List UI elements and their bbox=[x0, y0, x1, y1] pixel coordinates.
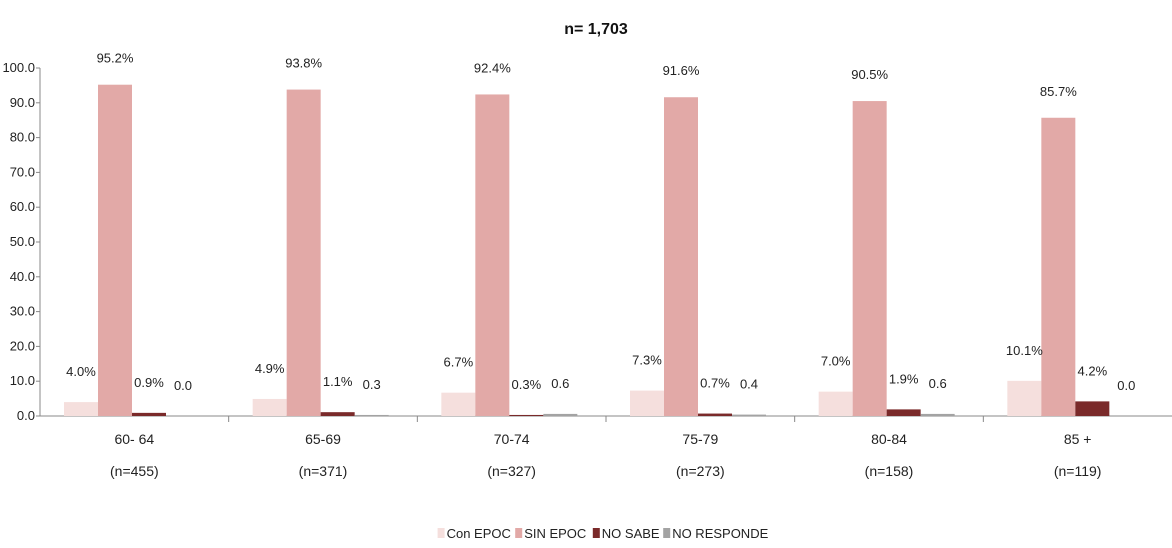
y-tick-label: 90.0 bbox=[10, 95, 35, 110]
legend-label: NO RESPONDE bbox=[672, 526, 768, 541]
bar-con-epoc bbox=[252, 398, 287, 416]
data-label: 91.6% bbox=[663, 63, 700, 78]
chart-title: n= 1,703 bbox=[564, 21, 628, 38]
x-tick-label-n: (n=371) bbox=[299, 463, 348, 479]
y-tick-label: 30.0 bbox=[10, 304, 35, 319]
legend-label: Con EPOC bbox=[447, 526, 511, 541]
bar-no-sabe bbox=[1075, 401, 1110, 416]
y-tick-label: 40.0 bbox=[10, 269, 35, 284]
data-label: 7.3% bbox=[632, 353, 662, 368]
data-label: 1.1% bbox=[323, 374, 353, 389]
data-label: 90.5% bbox=[851, 67, 888, 82]
y-tick-label: 60.0 bbox=[10, 199, 35, 214]
x-tick-label: 80-84 bbox=[871, 431, 907, 447]
x-tick-label-n: (n=455) bbox=[110, 463, 159, 479]
data-label: 92.4% bbox=[474, 60, 511, 75]
data-label: 85.7% bbox=[1040, 84, 1077, 99]
data-label: 0.0 bbox=[174, 378, 192, 393]
bar-no-sabe bbox=[320, 412, 355, 416]
bar-sin-epoc bbox=[852, 101, 887, 416]
data-label: 0.0 bbox=[1117, 378, 1135, 393]
data-label: 95.2% bbox=[97, 51, 134, 66]
legend-swatch bbox=[515, 528, 523, 538]
data-label: 0.7% bbox=[700, 376, 730, 391]
x-tick-label: 70-74 bbox=[494, 431, 530, 447]
x-tick-label: 65-69 bbox=[305, 431, 341, 447]
data-label: 7.0% bbox=[821, 354, 851, 369]
data-label: 4.0% bbox=[66, 364, 96, 379]
x-tick-label: 85 + bbox=[1064, 431, 1092, 447]
legend-swatch bbox=[592, 528, 600, 538]
x-tick-label-n: (n=327) bbox=[487, 463, 536, 479]
legend-swatch bbox=[663, 528, 671, 538]
y-tick-label: 10.0 bbox=[10, 373, 35, 388]
bar-sin-epoc bbox=[1041, 117, 1076, 416]
data-label: 0.3 bbox=[363, 377, 381, 392]
bar-no-responde bbox=[543, 413, 578, 416]
x-tick-label-n: (n=119) bbox=[1054, 463, 1102, 479]
bar-sin-epoc bbox=[98, 84, 132, 416]
data-label: 0.6 bbox=[551, 376, 569, 391]
data-label: 0.3% bbox=[512, 377, 542, 392]
bar-sin-epoc bbox=[475, 94, 510, 416]
bar-con-epoc bbox=[64, 402, 98, 416]
data-label: 10.1% bbox=[1006, 343, 1043, 358]
data-label: 0.6 bbox=[929, 376, 947, 391]
legend-label: SIN EPOC bbox=[524, 526, 586, 541]
bar-no-responde bbox=[354, 414, 389, 416]
data-label: 4.9% bbox=[255, 361, 285, 376]
bars bbox=[64, 84, 1110, 417]
bar-con-epoc bbox=[818, 391, 853, 416]
bar-no-sabe bbox=[886, 409, 921, 416]
x-tick-label: 60- 64 bbox=[114, 431, 154, 447]
data-label: 6.7% bbox=[444, 355, 474, 370]
legend-swatch bbox=[437, 528, 445, 538]
bar-no-sabe bbox=[132, 412, 166, 416]
bar-no-responde bbox=[920, 413, 955, 416]
bar-no-sabe bbox=[509, 414, 544, 416]
bar-sin-epoc bbox=[286, 89, 321, 417]
data-label: 0.9% bbox=[134, 375, 164, 390]
bar-sin-epoc bbox=[664, 97, 698, 417]
x-tick-label: 75-79 bbox=[682, 431, 718, 447]
data-label: 1.9% bbox=[889, 371, 919, 386]
legend: Con EPOC SIN EPOC NO SABE NO RESPONDE bbox=[437, 526, 769, 541]
axes: 0.0 10.0 20.0 30.0 40.0 50.0 60.0 70.0 80.0 90.0 1… bbox=[2, 60, 1172, 479]
bar-no-sabe bbox=[698, 413, 732, 416]
y-tick-label: 100.0 bbox=[2, 60, 35, 75]
data-labels: 4.0% 95.2% 0.9% 0.0 4.9% 93.8% 1.1% 0.3 6.7% 92.4… bbox=[66, 51, 1135, 393]
y-tick-label: 20.0 bbox=[10, 338, 35, 353]
bar-con-epoc bbox=[630, 390, 664, 416]
bar-con-epoc bbox=[441, 392, 476, 416]
y-tick-label: 0.0 bbox=[17, 408, 35, 423]
bar-con-epoc bbox=[1007, 380, 1042, 416]
legend-label: NO SABE bbox=[602, 526, 660, 541]
x-tick-label-n: (n=158) bbox=[865, 463, 914, 479]
y-tick-label: 80.0 bbox=[10, 130, 35, 145]
y-tick-label: 70.0 bbox=[10, 164, 35, 179]
y-tick-label: 50.0 bbox=[10, 234, 35, 249]
x-tick-label-n: (n=273) bbox=[676, 463, 725, 479]
bar-no-responde bbox=[732, 414, 766, 416]
data-label: 0.4 bbox=[740, 377, 758, 392]
data-label: 93.8% bbox=[285, 56, 322, 71]
data-label: 4.2% bbox=[1078, 363, 1108, 378]
